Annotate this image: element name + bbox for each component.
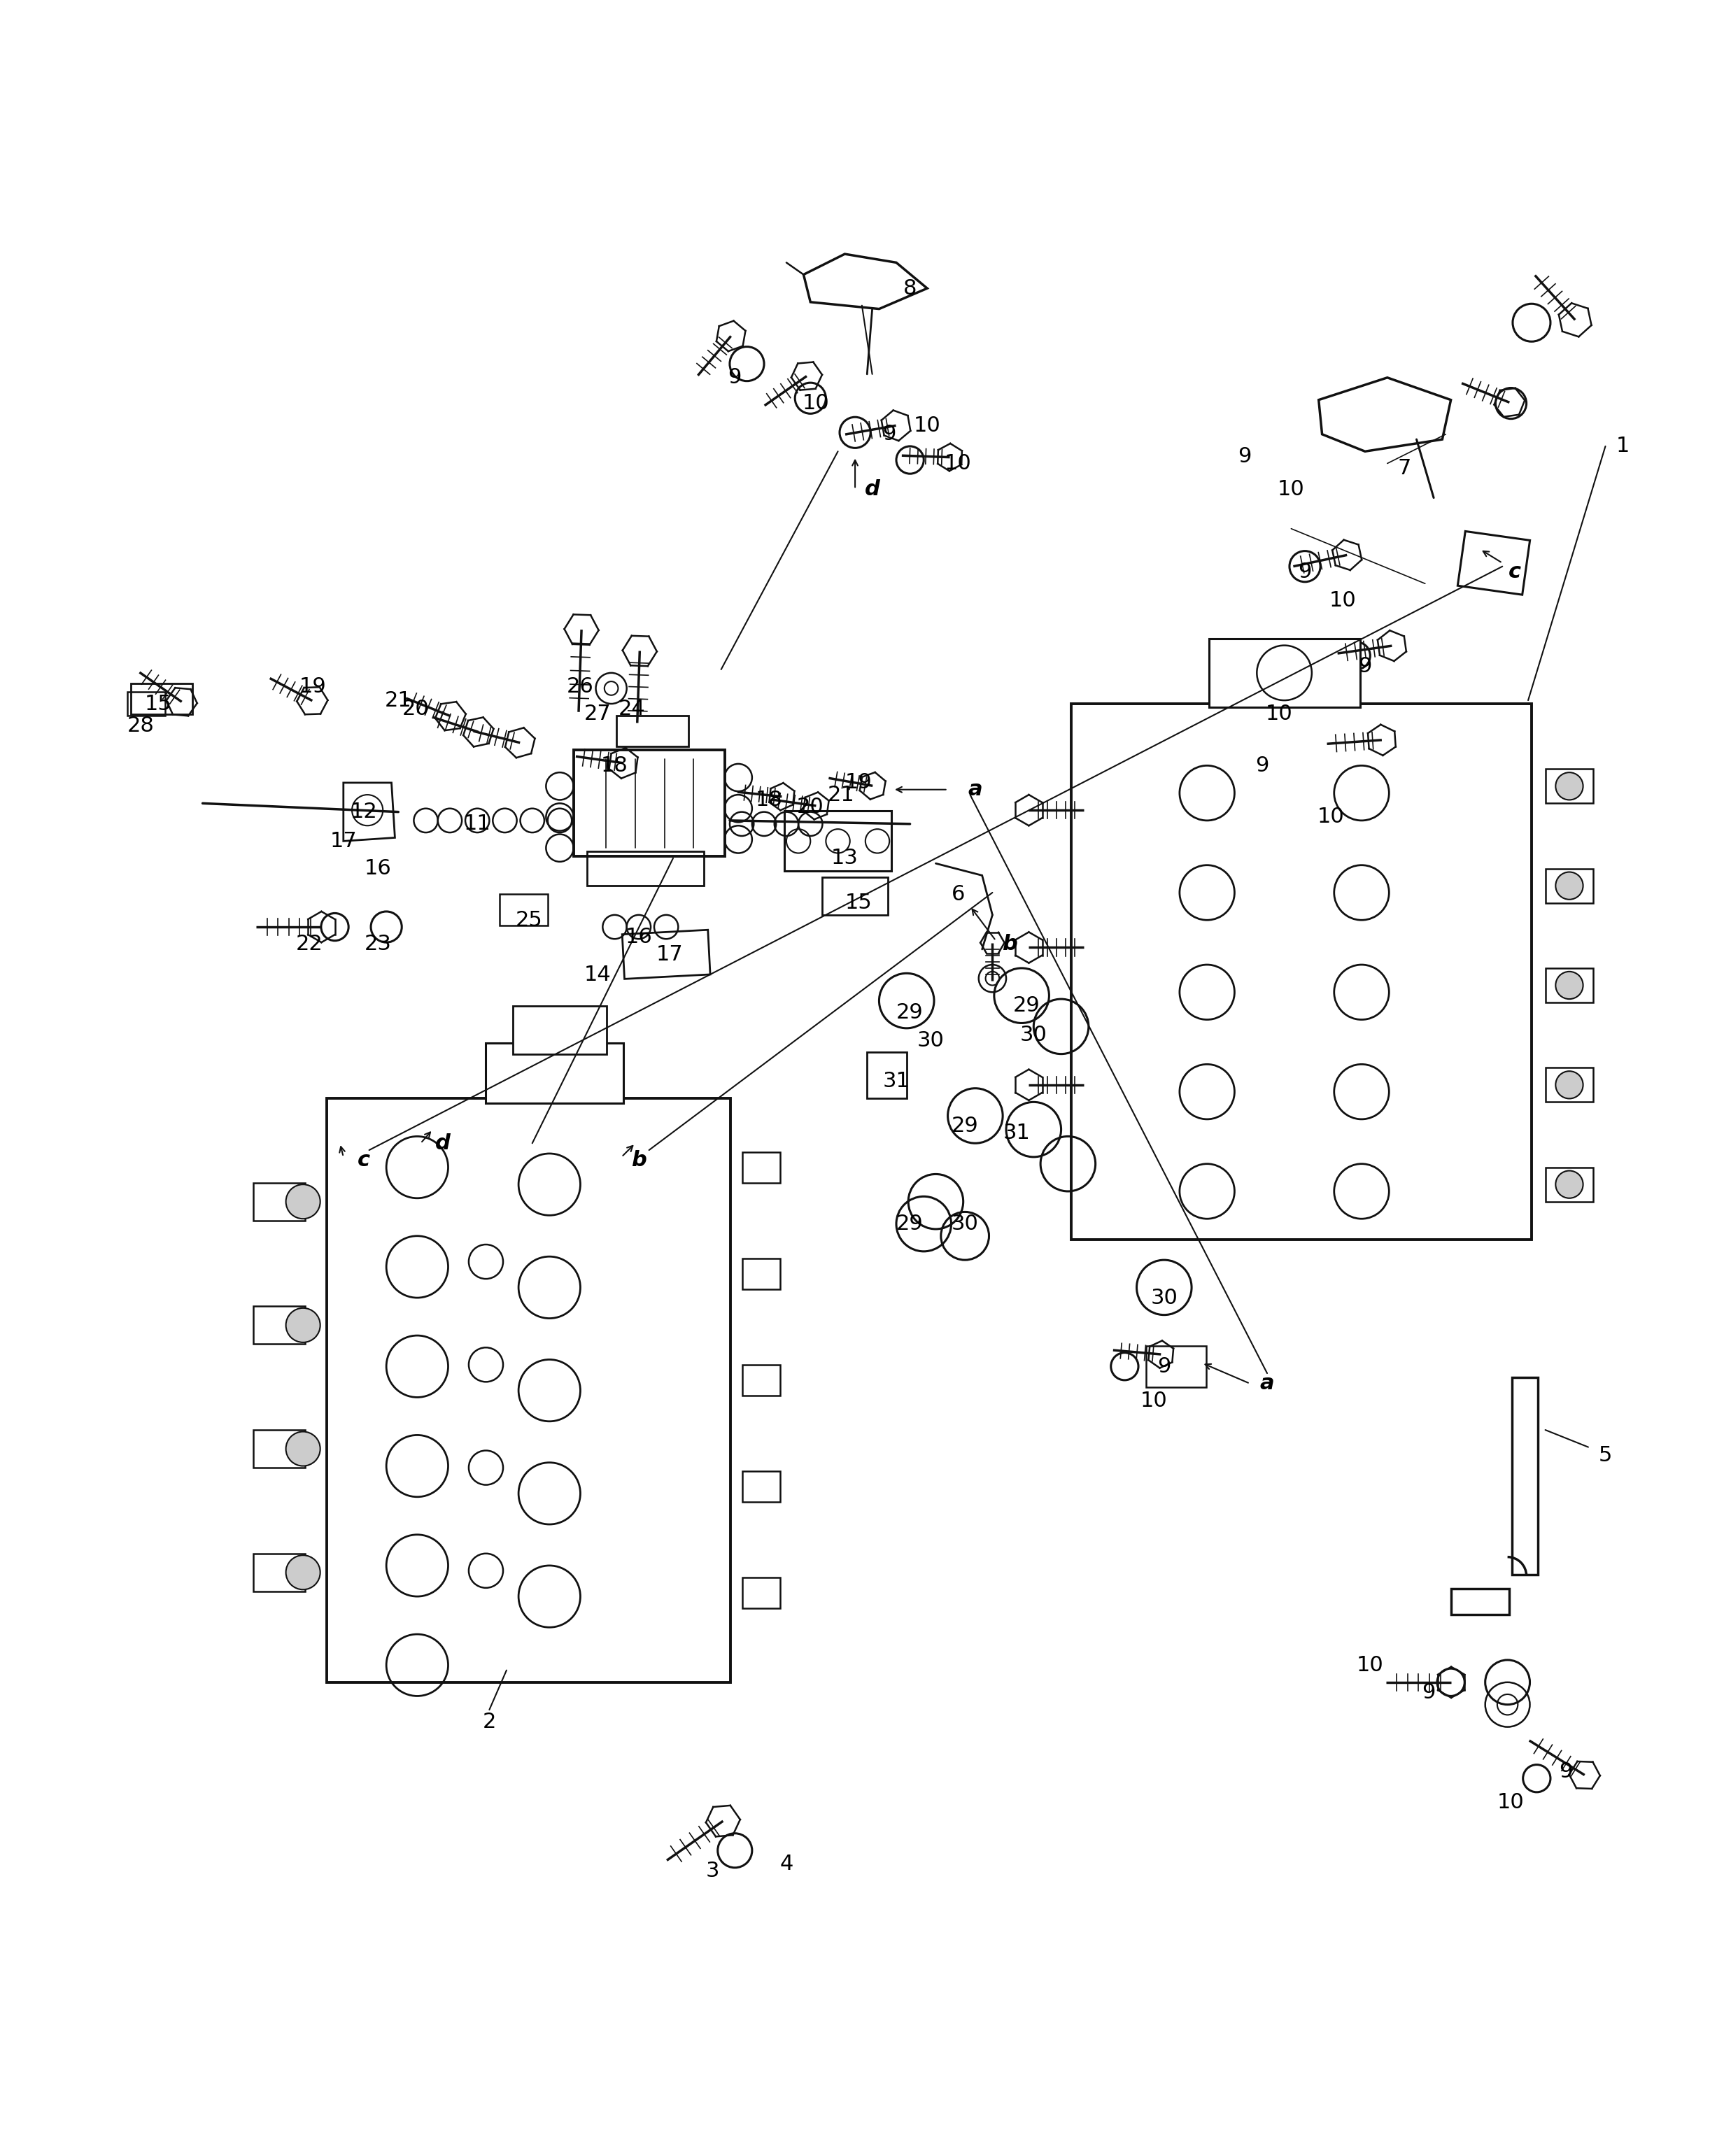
Text: 16: 16 xyxy=(364,858,391,880)
Text: 17: 17 xyxy=(330,830,357,852)
Text: 18: 18 xyxy=(755,789,783,811)
Polygon shape xyxy=(1071,703,1532,1240)
Polygon shape xyxy=(1545,1166,1593,1201)
Text: 10: 10 xyxy=(802,392,829,414)
Text: 17: 17 xyxy=(656,944,683,964)
Text: 22: 22 xyxy=(295,934,323,955)
Text: 10: 10 xyxy=(913,416,941,436)
Text: 30: 30 xyxy=(917,1031,944,1050)
Circle shape xyxy=(285,1432,319,1466)
Text: 10: 10 xyxy=(1265,703,1293,724)
Text: b: b xyxy=(632,1151,646,1171)
Text: 5: 5 xyxy=(1599,1445,1612,1466)
Text: 31: 31 xyxy=(1003,1123,1030,1143)
Text: 10: 10 xyxy=(1356,1656,1384,1675)
Text: 10: 10 xyxy=(1140,1391,1168,1410)
Text: 11: 11 xyxy=(464,813,491,834)
Circle shape xyxy=(1556,871,1583,899)
Polygon shape xyxy=(1209,638,1360,707)
Polygon shape xyxy=(326,1100,730,1682)
Text: 19: 19 xyxy=(845,772,872,793)
Text: d: d xyxy=(436,1134,450,1153)
Text: 27: 27 xyxy=(584,703,611,724)
Polygon shape xyxy=(254,1184,306,1220)
Text: 6: 6 xyxy=(951,884,965,906)
Text: 4: 4 xyxy=(780,1854,793,1874)
Text: c: c xyxy=(1508,561,1521,582)
Text: 13: 13 xyxy=(831,847,858,869)
Text: 15: 15 xyxy=(845,893,872,912)
Text: 15: 15 xyxy=(144,694,172,714)
Polygon shape xyxy=(1545,1067,1593,1102)
Circle shape xyxy=(285,1184,319,1218)
Text: 21: 21 xyxy=(828,785,855,804)
Text: 9: 9 xyxy=(1298,561,1312,582)
Text: 20: 20 xyxy=(797,796,824,817)
Polygon shape xyxy=(486,1044,623,1104)
Text: a: a xyxy=(1260,1373,1274,1393)
Text: 9: 9 xyxy=(1358,655,1372,677)
Text: a: a xyxy=(968,780,982,800)
Text: 30: 30 xyxy=(1020,1024,1047,1046)
Polygon shape xyxy=(254,1429,306,1468)
Text: c: c xyxy=(357,1151,371,1171)
Text: 9: 9 xyxy=(1559,1761,1573,1781)
Polygon shape xyxy=(254,1307,306,1343)
Text: 3: 3 xyxy=(706,1861,719,1882)
Text: 30: 30 xyxy=(1150,1287,1178,1309)
Text: 9: 9 xyxy=(1422,1682,1435,1703)
Polygon shape xyxy=(512,1007,608,1054)
Text: 29: 29 xyxy=(951,1117,979,1136)
Text: 21: 21 xyxy=(385,690,412,711)
Text: 28: 28 xyxy=(127,716,155,735)
Text: 10: 10 xyxy=(1497,1792,1525,1813)
Text: 26: 26 xyxy=(567,677,594,696)
Text: 29: 29 xyxy=(896,1003,924,1022)
Circle shape xyxy=(1556,1171,1583,1199)
Text: 10: 10 xyxy=(1329,591,1356,610)
Text: 25: 25 xyxy=(515,910,543,929)
Text: 9: 9 xyxy=(1238,446,1252,466)
Text: 9: 9 xyxy=(1157,1356,1171,1376)
Text: 10: 10 xyxy=(944,453,972,474)
Circle shape xyxy=(1556,772,1583,800)
Text: 1: 1 xyxy=(1616,436,1629,457)
Text: 12: 12 xyxy=(350,802,378,821)
Polygon shape xyxy=(1545,968,1593,1003)
Text: 24: 24 xyxy=(618,699,646,720)
Circle shape xyxy=(1556,972,1583,998)
Text: 10: 10 xyxy=(1317,806,1344,828)
Circle shape xyxy=(285,1554,319,1589)
Text: 30: 30 xyxy=(951,1214,979,1233)
Circle shape xyxy=(285,1309,319,1343)
Text: 9: 9 xyxy=(883,425,896,444)
Text: 14: 14 xyxy=(584,966,611,985)
Polygon shape xyxy=(254,1554,306,1591)
Text: 9: 9 xyxy=(728,367,742,388)
Text: 20: 20 xyxy=(402,699,429,720)
Text: 9: 9 xyxy=(1255,755,1269,776)
Text: 18: 18 xyxy=(601,755,628,776)
Text: d: d xyxy=(865,479,879,500)
Circle shape xyxy=(1556,1072,1583,1100)
Text: 10: 10 xyxy=(1277,479,1305,500)
Text: 31: 31 xyxy=(883,1072,910,1091)
Text: b: b xyxy=(1003,934,1016,955)
Text: 16: 16 xyxy=(625,927,652,946)
Text: 23: 23 xyxy=(364,934,391,955)
Text: 8: 8 xyxy=(903,278,917,298)
Text: 19: 19 xyxy=(299,677,326,696)
Polygon shape xyxy=(1545,869,1593,903)
Polygon shape xyxy=(1545,770,1593,804)
Text: 29: 29 xyxy=(1013,996,1041,1015)
Text: 2: 2 xyxy=(482,1712,496,1731)
Text: 29: 29 xyxy=(896,1214,924,1233)
Text: 7: 7 xyxy=(1398,459,1411,479)
